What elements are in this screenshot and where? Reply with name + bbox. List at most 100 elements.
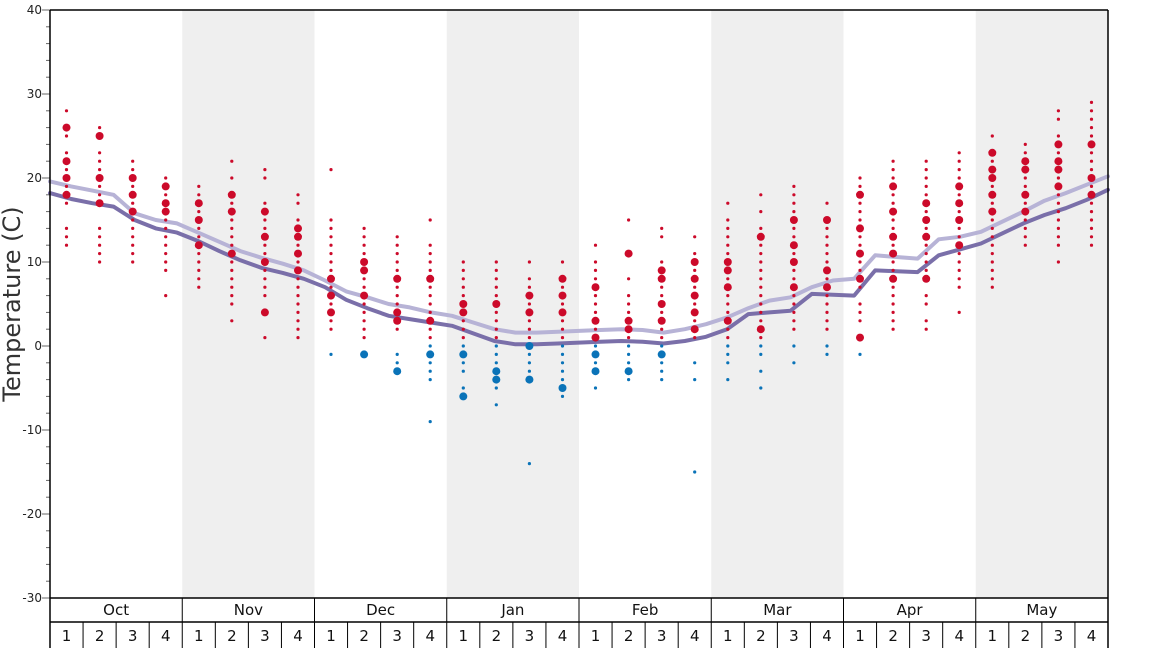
data-point: [693, 302, 697, 306]
data-point: [988, 207, 997, 216]
data-point: [527, 327, 532, 331]
data-point: [492, 367, 501, 376]
data-point: [957, 168, 961, 172]
data-point: [856, 333, 864, 342]
data-point: [197, 184, 201, 188]
data-point: [64, 134, 69, 138]
data-point: [525, 375, 534, 384]
data-point: [660, 285, 664, 289]
data-point: [1023, 176, 1027, 180]
data-point: [627, 361, 631, 365]
data-point: [230, 235, 234, 239]
data-point: [197, 210, 201, 214]
data-point: [197, 260, 201, 264]
data-point: [924, 243, 928, 247]
daily-dots: [62, 100, 1096, 474]
data-point: [825, 319, 829, 323]
data-point: [792, 193, 796, 197]
data-point: [62, 123, 71, 132]
data-point: [726, 352, 730, 356]
data-point: [428, 268, 432, 272]
data-point: [164, 235, 168, 239]
data-point: [759, 268, 763, 272]
data-point: [294, 224, 302, 233]
data-point: [792, 294, 796, 298]
data-point: [726, 218, 730, 222]
data-point: [263, 285, 267, 289]
data-point: [164, 243, 168, 247]
data-point: [1089, 184, 1094, 188]
data-point: [891, 260, 895, 264]
data-point: [759, 302, 763, 306]
data-point: [197, 285, 201, 289]
data-point: [957, 235, 961, 239]
data-point: [459, 392, 468, 401]
data-point: [792, 226, 796, 230]
data-point: [1056, 117, 1060, 121]
data-point: [957, 159, 961, 163]
data-point: [856, 224, 864, 233]
data-point: [825, 243, 829, 247]
data-point: [726, 235, 730, 239]
data-point: [164, 226, 168, 230]
data-point: [560, 369, 565, 373]
data-point: [230, 159, 234, 163]
data-point: [891, 310, 895, 314]
data-point: [395, 361, 399, 365]
data-point: [759, 336, 763, 340]
data-point: [560, 327, 565, 331]
week-label: 2: [95, 627, 105, 645]
data-point: [327, 274, 335, 283]
data-point: [230, 294, 234, 298]
temperature-lines: [48, 174, 1110, 347]
data-point: [957, 252, 961, 256]
data-point: [792, 327, 796, 331]
data-point: [627, 336, 631, 340]
data-point: [759, 243, 763, 247]
data-point: [527, 369, 532, 373]
data-point: [825, 277, 829, 281]
data-point: [825, 310, 829, 314]
week-label: 3: [921, 627, 931, 645]
data-point: [461, 260, 465, 264]
data-point: [858, 310, 862, 314]
data-point: [395, 294, 399, 298]
data-point: [726, 361, 730, 365]
data-point: [164, 294, 168, 298]
data-point: [329, 319, 333, 323]
data-point: [924, 327, 928, 331]
data-point: [260, 207, 269, 216]
data-point: [957, 210, 961, 214]
data-point: [924, 159, 928, 163]
data-point: [296, 327, 300, 331]
data-point: [64, 243, 69, 247]
data-point: [726, 201, 730, 205]
data-point: [1023, 151, 1027, 155]
data-point: [856, 249, 864, 258]
data-point: [924, 226, 928, 230]
data-point: [1056, 226, 1060, 230]
data-point: [660, 378, 664, 382]
week-label: 1: [988, 627, 998, 645]
data-point: [428, 336, 432, 340]
data-point: [593, 386, 598, 390]
data-point: [560, 336, 565, 340]
data-point: [161, 207, 170, 216]
data-point: [1056, 218, 1060, 222]
data-point: [957, 285, 961, 289]
data-point: [426, 274, 435, 283]
data-point: [1089, 126, 1094, 130]
data-point: [627, 352, 631, 356]
data-point: [294, 266, 302, 275]
data-point: [990, 159, 994, 163]
data-point: [988, 190, 997, 199]
data-point: [1056, 176, 1060, 180]
data-point: [527, 277, 532, 281]
data-point: [131, 235, 135, 239]
data-point: [1056, 210, 1060, 214]
week-label: 3: [260, 627, 270, 645]
data-point: [889, 182, 898, 191]
data-point: [825, 201, 829, 205]
y-tick-label: -20: [22, 507, 42, 521]
data-point: [591, 333, 600, 342]
